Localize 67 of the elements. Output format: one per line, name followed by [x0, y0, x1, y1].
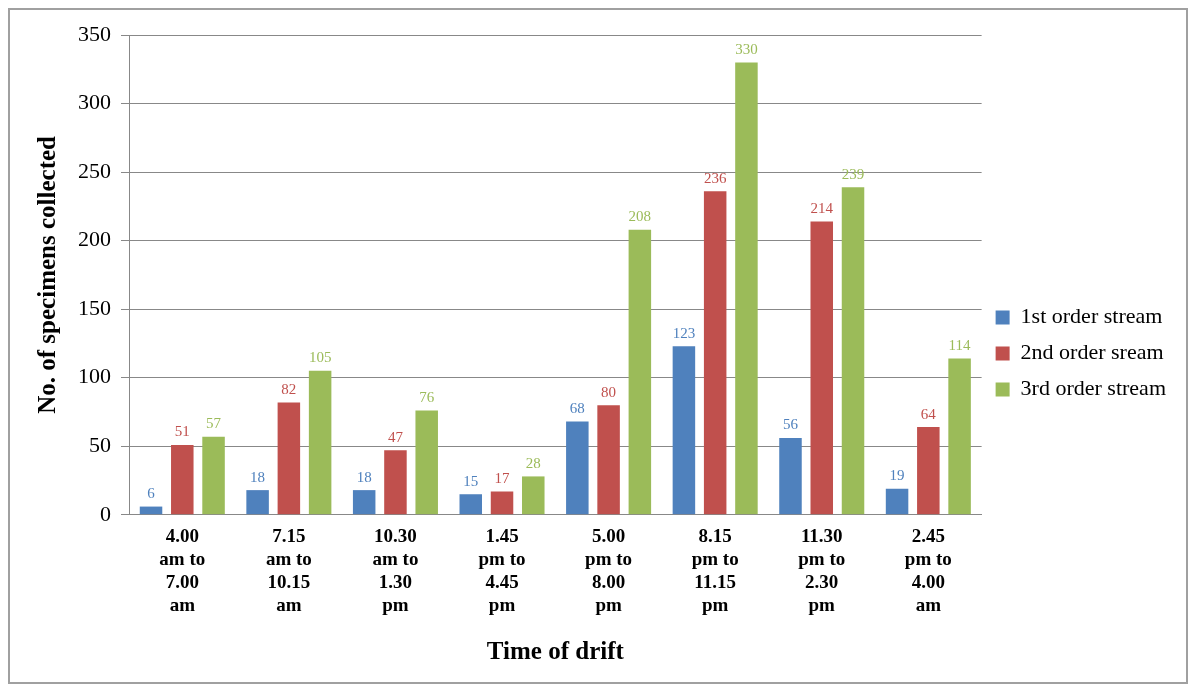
x-tick-label: 1.45 pm to 4.45 pm: [478, 525, 526, 615]
x-axis-title: Time of drift: [486, 637, 625, 665]
bar: [672, 346, 696, 515]
legend-label: 2nd order sream: [1020, 339, 1164, 365]
bar: [352, 490, 376, 515]
x-tick-label: 8.15 pm to 11.15 pm: [691, 525, 739, 615]
legend-label: 1st order stream: [1020, 303, 1163, 329]
y-tick-label: 200: [78, 226, 111, 252]
legend-label: 3rd order stream: [1020, 375, 1167, 401]
data-label: 18: [250, 468, 266, 485]
x-tick-label: 10.30 am to 1.30 pm: [372, 525, 419, 615]
data-label: 68: [569, 400, 585, 417]
bar: [628, 229, 652, 515]
bar: [917, 427, 940, 515]
bar: [597, 405, 620, 515]
data-label: 123: [672, 324, 696, 341]
data-label: 114: [948, 336, 972, 353]
y-tick-label: 350: [78, 20, 111, 46]
bar: [841, 187, 865, 515]
y-tick-label: 50: [89, 432, 111, 458]
bar: [522, 476, 545, 515]
y-tick-label: 100: [78, 363, 111, 389]
data-label: 51: [174, 423, 190, 440]
data-label: 105: [308, 349, 332, 366]
data-label: 18: [356, 468, 372, 485]
y-tick-label: 300: [78, 89, 111, 115]
bar: [948, 358, 971, 515]
y-axis-title: No. of specimens collected: [33, 135, 61, 414]
y-tick-label: 0: [100, 500, 111, 526]
data-label: 64: [920, 405, 937, 422]
bar: [703, 191, 727, 515]
data-label: 214: [810, 199, 834, 216]
x-tick-label: 7.15 am to 10.15 am: [265, 525, 312, 615]
data-label: 330: [735, 40, 758, 57]
x-tick-label: 11.30 pm to 2.30 pm: [798, 525, 846, 615]
x-tick-label: 5.00 pm to 8.00 pm: [585, 525, 633, 615]
bar: [779, 438, 802, 515]
data-label: 236: [703, 169, 727, 186]
data-label: 47: [387, 428, 404, 445]
data-label: 56: [782, 416, 799, 433]
bar: [202, 436, 225, 515]
data-label: 82: [281, 380, 297, 397]
data-label: 76: [419, 389, 435, 406]
data-label: 17: [494, 469, 511, 486]
bar: [490, 491, 514, 515]
bar: [415, 410, 438, 515]
y-tick-label: 150: [78, 294, 111, 320]
data-label: 19: [889, 467, 905, 484]
bar: [277, 402, 301, 515]
x-tick-label: 2.45 pm to 4.00 am: [904, 525, 952, 615]
bar: [566, 421, 589, 515]
data-label: 6: [147, 485, 156, 502]
data-label: 208: [628, 208, 652, 225]
data-label: 57: [206, 415, 222, 432]
y-tick-label: 250: [78, 157, 111, 183]
bar: [810, 221, 833, 515]
x-tick-label: 4.00 am to 7.00 am: [159, 525, 206, 615]
bar: [384, 450, 407, 515]
data-label: 28: [525, 454, 541, 471]
bar: [246, 490, 269, 515]
data-label: 15: [463, 472, 479, 489]
bar: [308, 370, 332, 515]
data-label: 80: [601, 383, 617, 400]
bar: [885, 488, 909, 515]
bar: [735, 62, 758, 515]
bar: [171, 444, 194, 515]
bar: [459, 494, 483, 515]
